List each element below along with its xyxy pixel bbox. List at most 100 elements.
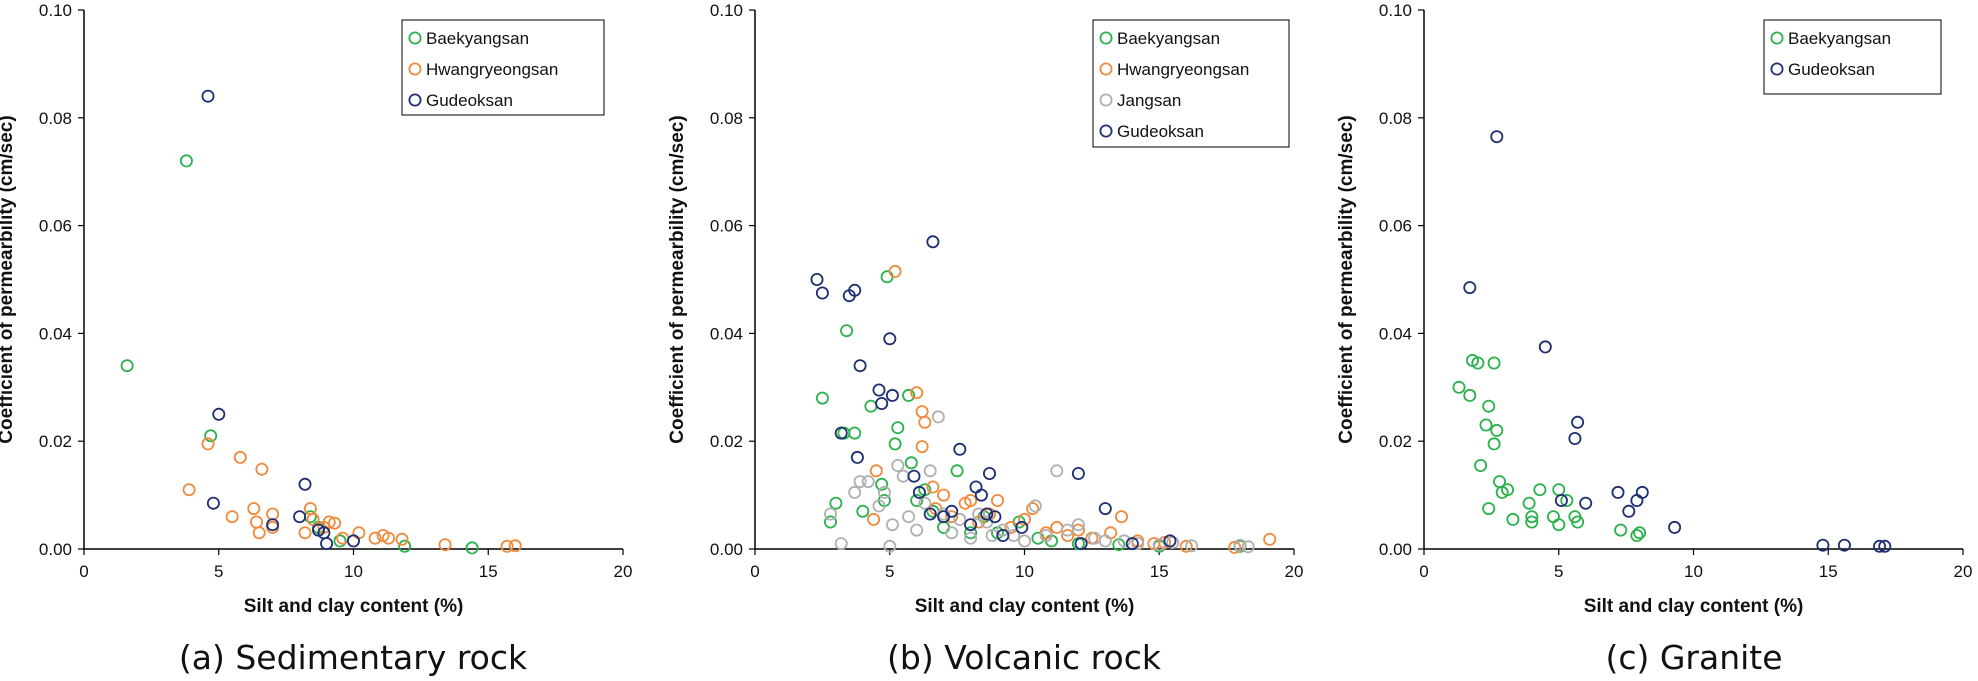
data-point bbox=[1554, 493, 1568, 507]
data-point bbox=[918, 496, 932, 510]
data-point bbox=[1560, 493, 1574, 507]
x-tick-label: 10 bbox=[1684, 562, 1703, 581]
data-point bbox=[964, 526, 978, 540]
data-point bbox=[1538, 340, 1552, 354]
data-point bbox=[1873, 539, 1887, 553]
y-tick-label: 0.00 bbox=[710, 540, 743, 559]
x-tick-label: 10 bbox=[344, 562, 363, 581]
data-point bbox=[1074, 537, 1088, 551]
legend-marker bbox=[1099, 93, 1113, 107]
data-point bbox=[1071, 518, 1085, 532]
data-point bbox=[1104, 526, 1118, 540]
panel-caption: (a) Sedimentary rock bbox=[179, 638, 528, 677]
x-tick-label: 0 bbox=[750, 562, 759, 581]
data-point bbox=[991, 493, 1005, 507]
data-point bbox=[201, 437, 215, 451]
data-point bbox=[872, 499, 886, 513]
data-point bbox=[872, 383, 886, 397]
y-tick-label: 0.10 bbox=[710, 1, 743, 20]
data-point bbox=[465, 541, 479, 555]
data-point bbox=[1816, 538, 1830, 552]
legend-entry: Baekyangsan bbox=[1117, 29, 1220, 48]
data-point bbox=[298, 477, 312, 491]
legend-box bbox=[1092, 19, 1290, 148]
y-tick-label: 0.06 bbox=[710, 217, 743, 236]
data-point bbox=[1026, 502, 1040, 516]
data-point bbox=[1482, 399, 1496, 413]
data-point bbox=[983, 466, 997, 480]
data-point bbox=[1525, 510, 1539, 524]
x-tick-label: 5 bbox=[214, 562, 223, 581]
data-point bbox=[867, 512, 881, 526]
panel-caption: (b) Volcanic rock bbox=[887, 638, 1162, 677]
data-point bbox=[1125, 537, 1139, 551]
data-point bbox=[875, 477, 889, 491]
data-point bbox=[1098, 534, 1112, 548]
data-point bbox=[1501, 483, 1515, 497]
legend-box bbox=[1763, 19, 1942, 95]
legend-entry: Jangsan bbox=[1117, 91, 1181, 110]
data-point bbox=[1522, 496, 1536, 510]
data-point bbox=[1633, 526, 1647, 540]
data-point bbox=[972, 515, 986, 529]
data-point bbox=[923, 507, 937, 521]
data-point bbox=[945, 526, 959, 540]
data-point bbox=[1263, 532, 1277, 546]
data-point bbox=[225, 510, 239, 524]
data-point bbox=[1015, 520, 1029, 534]
data-point bbox=[201, 89, 215, 103]
legend-entry: Gudeoksan bbox=[1788, 60, 1875, 79]
data-point bbox=[1179, 539, 1193, 553]
data-point bbox=[212, 407, 226, 421]
series-jangsan bbox=[824, 410, 1255, 554]
panel-volcanic-rock: 0 5 10 15 20 0.00 0.02 0.04 0.06 0.08 0.10 Silt and… bbox=[667, 1, 1303, 677]
y-tick-label: 0.02 bbox=[1379, 432, 1412, 451]
data-point bbox=[500, 539, 514, 553]
y-tick-label: 0.04 bbox=[710, 324, 743, 343]
data-point bbox=[902, 510, 916, 524]
data-point bbox=[1487, 437, 1501, 451]
data-point bbox=[1463, 388, 1477, 402]
data-point bbox=[1098, 502, 1112, 516]
x-axis-title: Silt and clay content (%) bbox=[915, 596, 1135, 617]
data-point bbox=[1611, 485, 1625, 499]
data-point bbox=[1463, 281, 1477, 295]
data-point bbox=[1018, 512, 1032, 526]
series-gudeoksan bbox=[1463, 130, 1892, 553]
x-axis-title: Silt and clay content (%) bbox=[1584, 596, 1804, 617]
data-point bbox=[1050, 464, 1064, 478]
data-point bbox=[834, 537, 848, 551]
data-point bbox=[850, 450, 864, 464]
data-point bbox=[885, 388, 899, 402]
data-point bbox=[336, 531, 350, 545]
data-point bbox=[996, 529, 1010, 543]
series-baekyangsan bbox=[120, 154, 479, 555]
data-point bbox=[255, 462, 269, 476]
legend-entry: Hwangryeongsan bbox=[426, 60, 558, 79]
legend-marker bbox=[1099, 62, 1113, 76]
data-point bbox=[206, 496, 220, 510]
data-point bbox=[964, 518, 978, 532]
y-tick-label: 0.06 bbox=[39, 217, 72, 236]
x-tick-label: 0 bbox=[1419, 562, 1428, 581]
data-point bbox=[120, 359, 134, 373]
legend-entry: Gudeoksan bbox=[426, 91, 513, 110]
data-point bbox=[1071, 466, 1085, 480]
y-axis-title: Coefficient of permearbility (cm/sec) bbox=[1336, 115, 1357, 443]
data-point bbox=[1471, 356, 1485, 370]
data-point bbox=[1568, 431, 1582, 445]
data-point bbox=[381, 531, 395, 545]
panel-sedimentary-rock: 0 5 10 15 20 0.00 0.02 0.04 0.06 0.08 0.10 Silt and… bbox=[0, 1, 632, 677]
y-tick-label: 0.08 bbox=[1379, 109, 1412, 128]
data-point bbox=[815, 391, 829, 405]
y-tick-label: 0.08 bbox=[710, 109, 743, 128]
data-point bbox=[848, 426, 862, 440]
data-point bbox=[1490, 423, 1504, 437]
data-point bbox=[368, 531, 382, 545]
data-point bbox=[880, 270, 894, 284]
y-tick-label: 0.08 bbox=[39, 109, 72, 128]
legend-marker bbox=[1770, 31, 1784, 45]
data-point bbox=[346, 534, 360, 548]
data-point bbox=[508, 539, 522, 553]
data-point bbox=[1490, 130, 1504, 144]
